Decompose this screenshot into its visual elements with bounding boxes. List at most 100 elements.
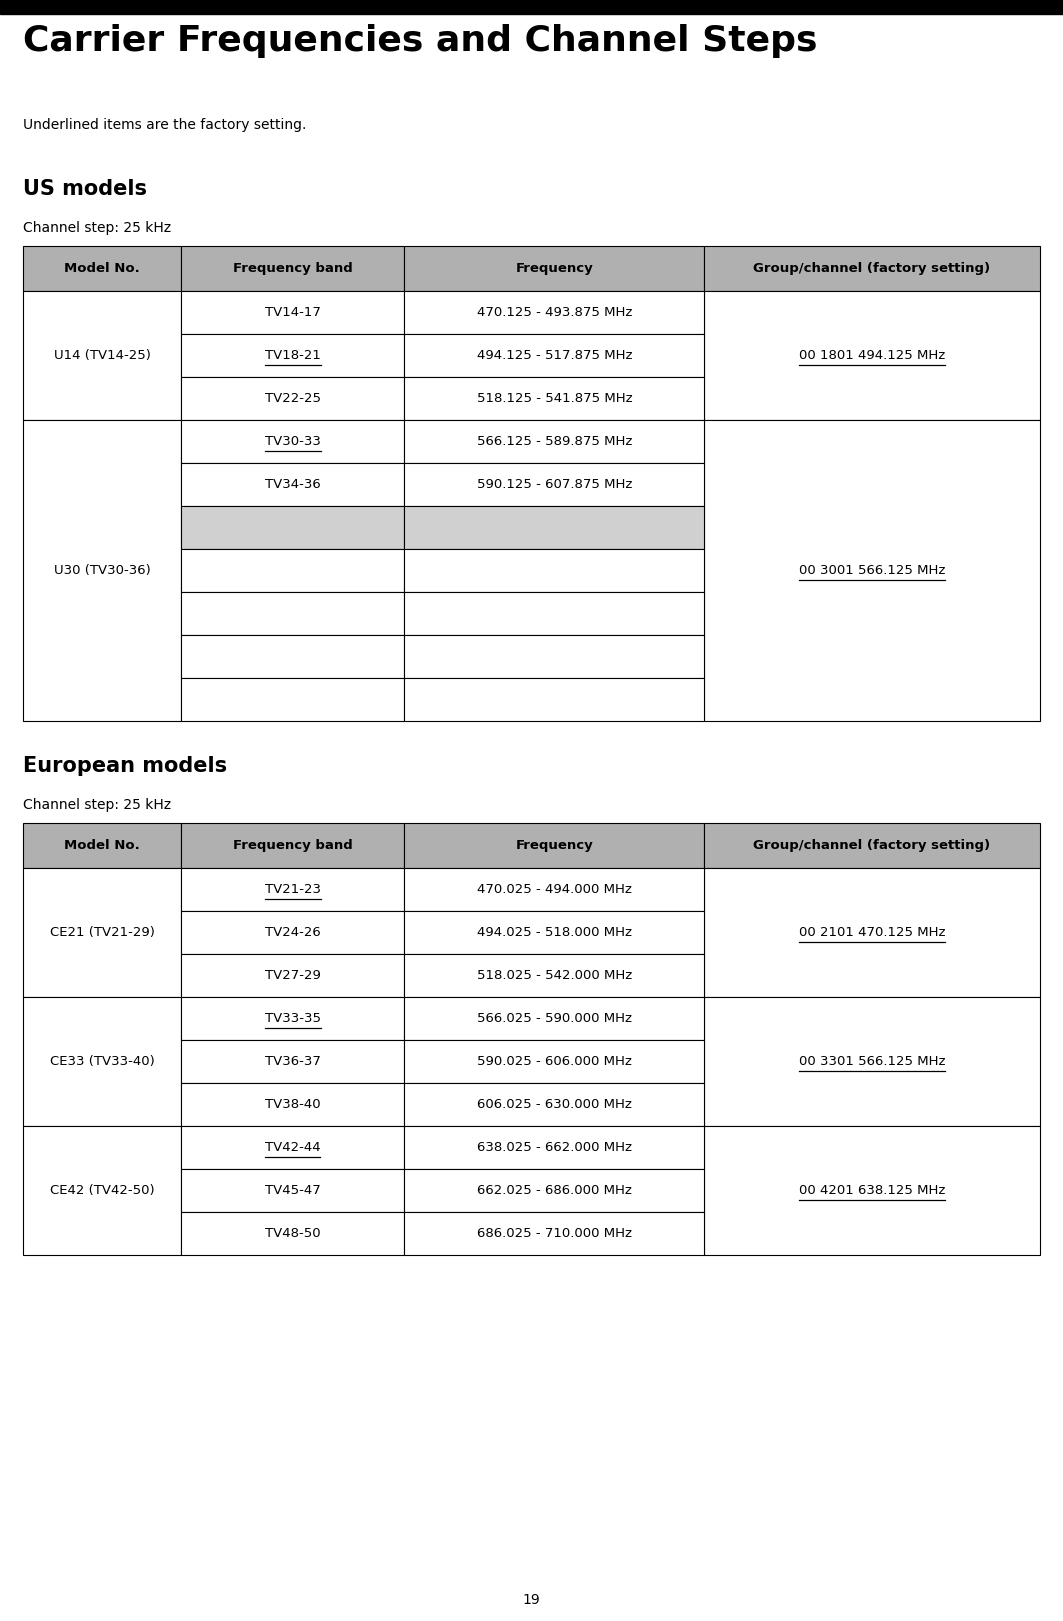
Bar [181,869,404,911]
Text: 00 3001 566.125 MHz: 00 3001 566.125 MHz [798,564,945,577]
Text: 662.025 - 686.000 MHz: 662.025 - 686.000 MHz [477,1183,631,1196]
Bar [404,420,705,464]
Bar [404,592,705,634]
Bar [23,420,181,721]
Text: TV33-35: TV33-35 [265,1012,321,1024]
Text: 470.125 - 493.875 MHz: 470.125 - 493.875 MHz [476,306,632,319]
Bar [404,376,705,420]
Bar [404,955,705,997]
Text: TV34-36: TV34-36 [265,478,321,491]
Bar [705,1127,1040,1255]
Bar [23,997,181,1127]
Bar [181,634,404,678]
Text: TV48-50: TV48-50 [265,1227,321,1240]
Bar [404,869,705,911]
Bar [181,1169,404,1213]
Bar [705,869,1040,997]
Bar [705,245,1040,292]
Bar [181,997,404,1041]
Text: 00 3301 566.125 MHz: 00 3301 566.125 MHz [798,1055,945,1068]
Bar [404,1127,705,1169]
Text: 590.025 - 606.000 MHz: 590.025 - 606.000 MHz [477,1055,631,1068]
Text: TV22-25: TV22-25 [265,392,321,405]
Text: Model No.: Model No. [64,261,140,276]
Bar [181,376,404,420]
Bar [404,1169,705,1213]
Bar [181,420,404,464]
Text: 00 4201 638.125 MHz: 00 4201 638.125 MHz [798,1183,945,1196]
Text: 494.025 - 518.000 MHz: 494.025 - 518.000 MHz [477,926,631,939]
Bar [23,292,181,420]
Bar [404,292,705,334]
Text: TV45-47: TV45-47 [265,1183,321,1196]
Text: U14 (TV14-25): U14 (TV14-25) [54,349,151,361]
Text: Frequency band: Frequency band [233,838,353,853]
Bar [404,678,705,720]
Text: 606.025 - 630.000 MHz: 606.025 - 630.000 MHz [477,1097,631,1110]
Bar [404,997,705,1041]
Bar [181,548,404,592]
Text: TV18-21: TV18-21 [265,349,321,361]
Text: Group/channel (factory setting): Group/channel (factory setting) [754,261,991,276]
Bar [23,869,181,997]
Bar [181,955,404,997]
Text: TV42-44: TV42-44 [265,1141,321,1154]
Text: Frequency band: Frequency band [233,261,353,276]
Bar [404,464,705,506]
Text: U30 (TV30-36): U30 (TV30-36) [54,564,151,577]
Bar [181,911,404,955]
Bar [181,823,404,869]
Text: TV14-17: TV14-17 [265,306,321,319]
Bar [181,506,404,548]
Text: Underlined items are the factory setting.: Underlined items are the factory setting… [23,118,307,131]
Text: US models: US models [23,178,148,199]
Bar [404,245,705,292]
Text: European models: European models [23,757,227,776]
Bar [181,1083,404,1127]
Text: Model No.: Model No. [64,838,140,853]
Text: 518.025 - 542.000 MHz: 518.025 - 542.000 MHz [476,969,632,982]
Text: TV38-40: TV38-40 [265,1097,321,1110]
Bar [181,292,404,334]
Text: TV27-29: TV27-29 [265,969,321,982]
Bar [705,292,1040,420]
Bar [404,1083,705,1127]
Text: 518.125 - 541.875 MHz: 518.125 - 541.875 MHz [476,392,632,405]
Text: 590.125 - 607.875 MHz: 590.125 - 607.875 MHz [476,478,632,491]
Text: TV36-37: TV36-37 [265,1055,321,1068]
Text: TV30-33: TV30-33 [265,434,321,447]
Bar [404,823,705,869]
Bar [404,548,705,592]
Bar [181,334,404,378]
Text: TV24-26: TV24-26 [265,926,321,939]
Text: Carrier Frequencies and Channel Steps: Carrier Frequencies and Channel Steps [23,23,817,57]
Text: 686.025 - 710.000 MHz: 686.025 - 710.000 MHz [477,1227,631,1240]
Bar [181,678,404,720]
Text: CE42 (TV42-50): CE42 (TV42-50) [50,1183,154,1196]
Text: 494.125 - 517.875 MHz: 494.125 - 517.875 MHz [476,349,632,361]
Text: Frequency: Frequency [516,838,593,853]
Bar [404,1041,705,1083]
Bar [404,334,705,378]
Bar [181,464,404,506]
Text: 638.025 - 662.000 MHz: 638.025 - 662.000 MHz [477,1141,631,1154]
Bar [0,0,1063,13]
Text: 566.125 - 589.875 MHz: 566.125 - 589.875 MHz [476,434,632,447]
Text: CE33 (TV33-40): CE33 (TV33-40) [50,1055,154,1068]
Text: 00 1801 494.125 MHz: 00 1801 494.125 MHz [798,349,945,361]
Bar [404,506,705,548]
Text: CE21 (TV21-29): CE21 (TV21-29) [50,926,154,939]
Text: Channel step: 25 kHz: Channel step: 25 kHz [23,799,171,812]
Text: 00 2101 470.125 MHz: 00 2101 470.125 MHz [798,926,945,939]
Bar [404,911,705,955]
Bar [404,634,705,678]
Text: 470.025 - 494.000 MHz: 470.025 - 494.000 MHz [477,883,631,896]
Bar [181,592,404,634]
Bar [181,245,404,292]
Bar [705,997,1040,1127]
Bar [23,1127,181,1255]
Text: Group/channel (factory setting): Group/channel (factory setting) [754,838,991,853]
Bar [705,420,1040,721]
Text: 19: 19 [523,1593,540,1606]
Bar [23,823,181,869]
